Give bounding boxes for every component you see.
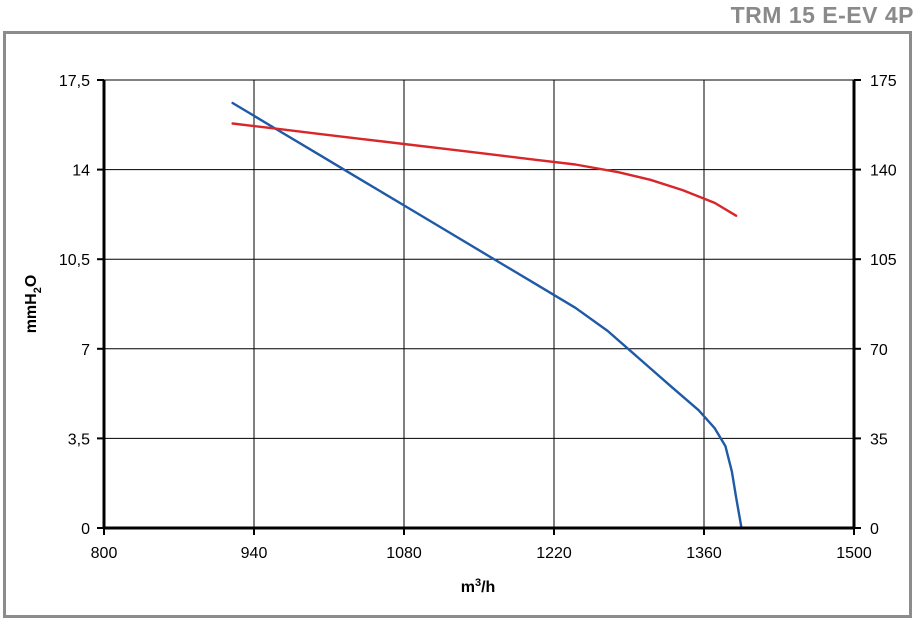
- series-line-1: [231, 101, 743, 530]
- y-tick-label: 7: [81, 342, 90, 359]
- y-tick-label: 14: [72, 163, 90, 180]
- y-tick-label: 10,5: [59, 252, 90, 269]
- y2-tick-label: 70: [870, 342, 888, 359]
- chart-frame: [3, 31, 912, 618]
- y2-tick-label: 140: [870, 163, 897, 180]
- axes: [97, 79, 861, 535]
- x-tick-label: 1080: [386, 545, 422, 562]
- grid-lines: [104, 79, 854, 528]
- x-tick-label: 940: [241, 545, 268, 562]
- x-tick-label: 1220: [536, 545, 572, 562]
- y2-tick-label: 35: [870, 431, 888, 448]
- y-tick-label: 17,5: [59, 73, 90, 90]
- y-tick-label: 3,5: [68, 431, 90, 448]
- series-line-2: [231, 122, 738, 217]
- tick-labels: 800 940 1080 1220 1360 1500 0 3,5 7 10,5 14 17,5 0 35…: [59, 73, 897, 562]
- y-axis-label: mmH2O: [23, 275, 44, 334]
- x-tick-label: 1500: [836, 545, 872, 562]
- x-axis-label: m3/h: [461, 577, 496, 596]
- x-tick-label: 800: [91, 545, 118, 562]
- y-tick-label: 0: [81, 521, 90, 538]
- y2-tick-label: 175: [870, 73, 897, 90]
- y2-tick-label: 0: [870, 521, 879, 538]
- product-title: TRM 15 E-EV 4P: [730, 2, 914, 28]
- x-tick-label: 1360: [686, 545, 722, 562]
- y2-tick-label: 105: [870, 252, 897, 269]
- series-group: [231, 101, 743, 530]
